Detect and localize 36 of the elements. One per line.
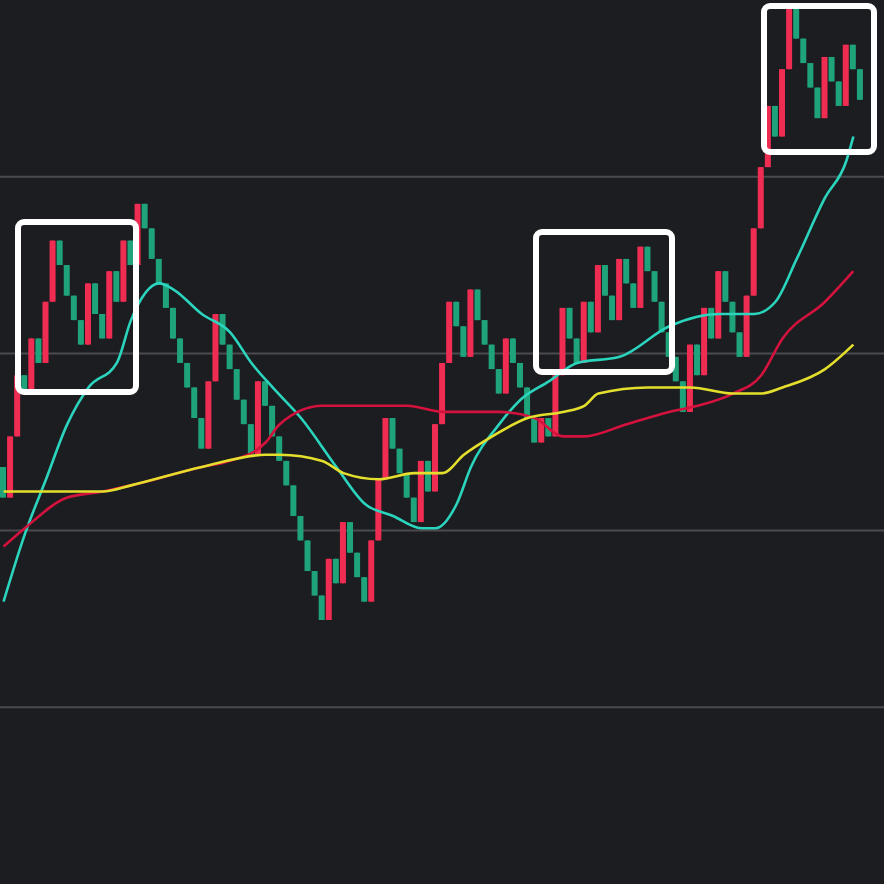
candlestick — [198, 417, 205, 450]
candlestick — [481, 319, 488, 346]
candlestick — [722, 270, 729, 303]
candlestick — [509, 337, 516, 364]
candlestick — [403, 472, 410, 499]
candlestick — [276, 435, 283, 462]
candlestick — [219, 313, 226, 346]
candlestick — [233, 368, 240, 401]
candlestick — [531, 417, 538, 444]
candlestick — [113, 270, 120, 303]
candlestick — [92, 282, 99, 315]
candlestick — [856, 68, 863, 101]
candlestick — [99, 313, 106, 340]
candlestick — [63, 264, 70, 297]
candlestick — [162, 282, 169, 309]
candlestick — [793, 8, 800, 40]
candlestick — [77, 319, 84, 346]
candlestick — [35, 337, 42, 364]
candlestick — [361, 576, 368, 603]
candlestick — [630, 282, 637, 309]
candlestick — [807, 62, 814, 89]
candlestick — [495, 368, 502, 395]
candlestick — [736, 331, 743, 358]
candlestick — [177, 337, 184, 364]
candlestick — [311, 570, 318, 597]
candlestick — [148, 227, 155, 260]
candlestick — [651, 270, 658, 303]
candlestick — [771, 104, 778, 138]
candlestick — [247, 423, 254, 456]
candlestick — [290, 484, 297, 517]
candlestick — [389, 417, 396, 450]
candlestick — [460, 325, 467, 358]
candlestick — [835, 80, 842, 107]
candlestick — [573, 337, 580, 364]
candlestick — [191, 386, 198, 420]
candlestick — [304, 539, 311, 573]
